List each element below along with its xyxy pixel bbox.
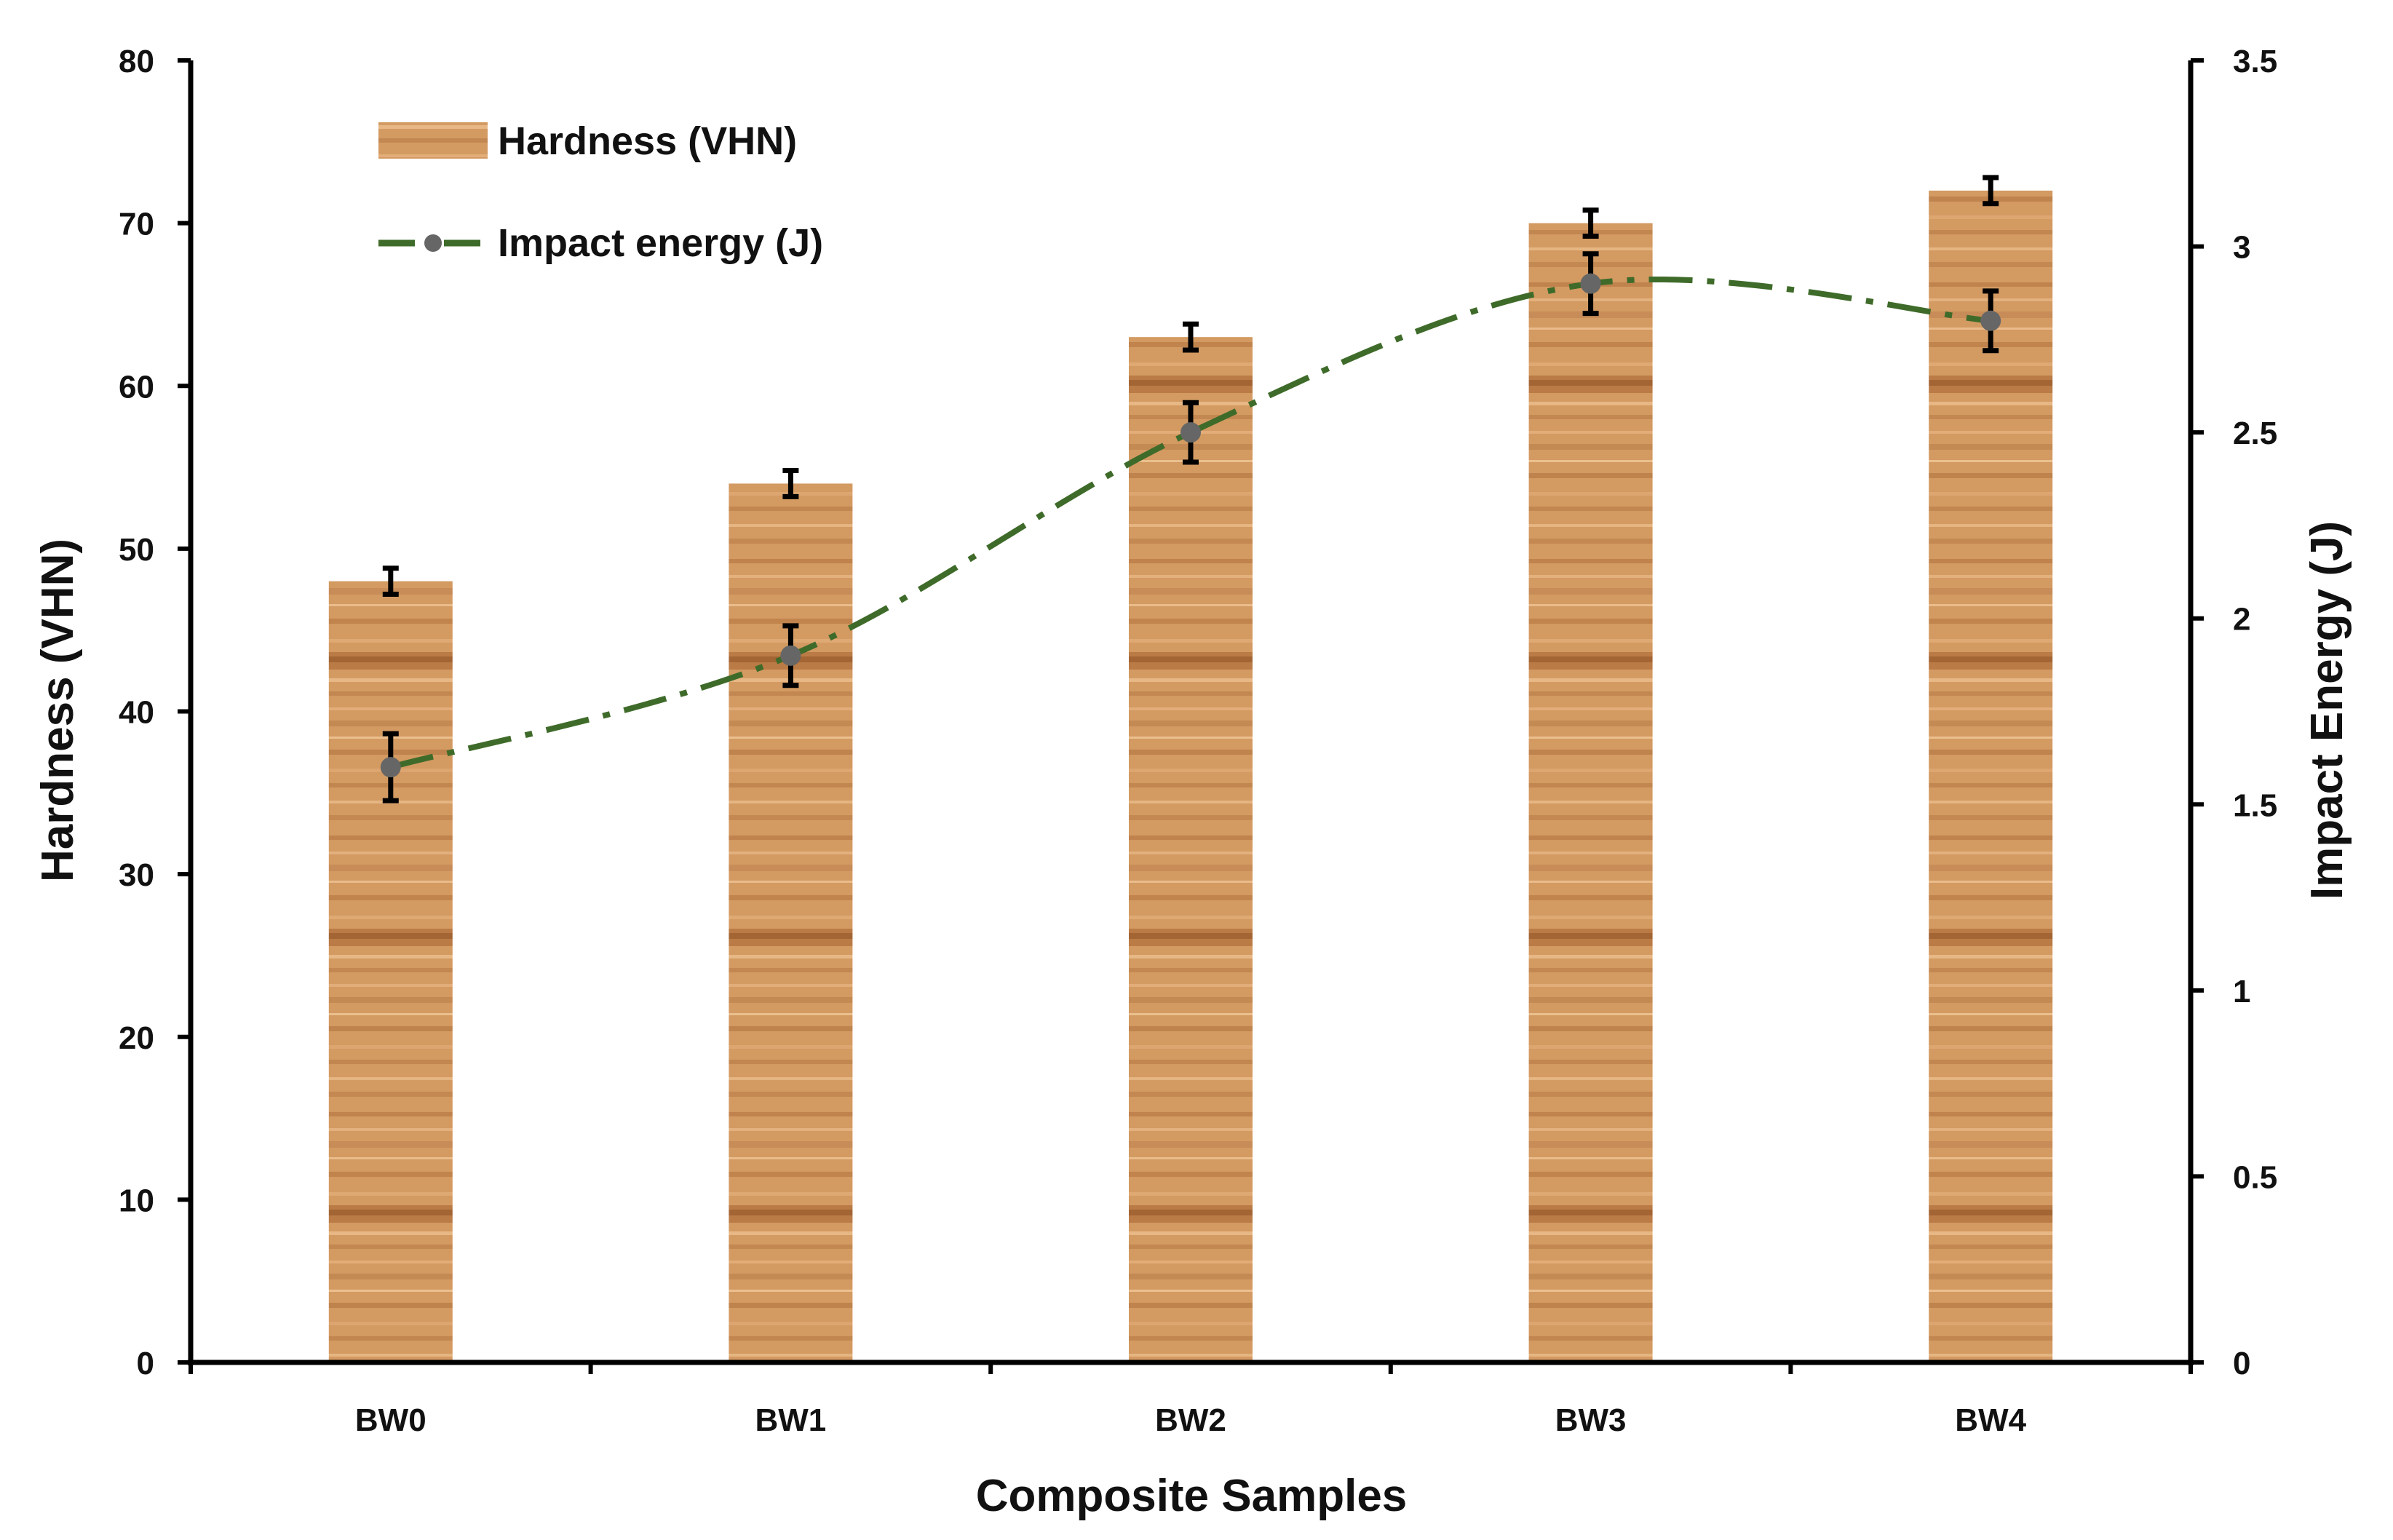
axes-layer: 0 10 20 30 40 50 60 70 80 0 0.5 1 1.5 2 2.5 3 3.5 BW0 BW1 B…	[119, 44, 2277, 1438]
x-tick-label-bw4: BW4	[1955, 1402, 2026, 1438]
bar-error-bars	[382, 175, 1999, 597]
legend-marker-impact-energy	[424, 234, 442, 252]
y-left-tick-label: 20	[119, 1020, 154, 1056]
y-left-tick-label: 10	[119, 1183, 154, 1218]
bar-bw2	[1129, 337, 1253, 1363]
legend-label-hardness: Hardness (VHN)	[498, 119, 797, 163]
bar-bw4	[1929, 190, 2053, 1362]
y-right-tick-label: 1.5	[2233, 787, 2277, 823]
x-tick-label-bw2: BW2	[1155, 1402, 1226, 1438]
y-right-tick-label: 2	[2233, 602, 2250, 638]
impact-point-bw0	[380, 757, 401, 778]
y-left-tick-label: 60	[119, 369, 154, 405]
impact-point-bw3	[1580, 273, 1601, 294]
legend: Hardness (VHN) Impact energy (J)	[378, 119, 823, 265]
impact-point-bw2	[1180, 422, 1201, 443]
legend-label-impact-energy: Impact energy (J)	[498, 221, 823, 265]
y-right-tick-label: 3	[2233, 230, 2250, 266]
y-left-tick-label: 50	[119, 532, 154, 568]
y-left-tick-label: 30	[119, 857, 154, 893]
y-left-tick-label: 0	[137, 1346, 154, 1381]
x-tick-label-bw0: BW0	[355, 1402, 426, 1438]
legend-swatch-hardness	[378, 122, 488, 159]
x-axis-title: Composite Samples	[976, 1471, 1408, 1521]
y-right-tick-label: 0	[2233, 1346, 2250, 1381]
y-left-tick-label: 70	[119, 207, 154, 242]
x-tick-label-bw1: BW1	[755, 1402, 827, 1438]
impact-energy-line	[389, 277, 1991, 771]
y-axis-right-title: Impact Energy (J)	[2302, 521, 2352, 900]
bar-bw1	[729, 483, 853, 1362]
y-axis-left-title: Hardness (VHN)	[33, 539, 83, 882]
x-tick-label-bw3: BW3	[1555, 1402, 1627, 1438]
y-right-tick-label: 1	[2233, 974, 2250, 1009]
impact-point-bw4	[1980, 310, 2001, 331]
y-right-tick-label: 2.5	[2233, 416, 2277, 451]
bar-bw3	[1528, 223, 1653, 1362]
impact-point-bw1	[780, 645, 801, 666]
y-right-tick-label: 3.5	[2233, 44, 2277, 79]
bar-bw0	[328, 581, 453, 1362]
y-left-tick-label: 40	[119, 695, 154, 731]
y-left-tick-label: 80	[119, 44, 154, 79]
bars-layer	[328, 190, 2053, 1363]
impact-line-layer	[380, 251, 2001, 803]
y-right-tick-label: 0.5	[2233, 1159, 2277, 1195]
